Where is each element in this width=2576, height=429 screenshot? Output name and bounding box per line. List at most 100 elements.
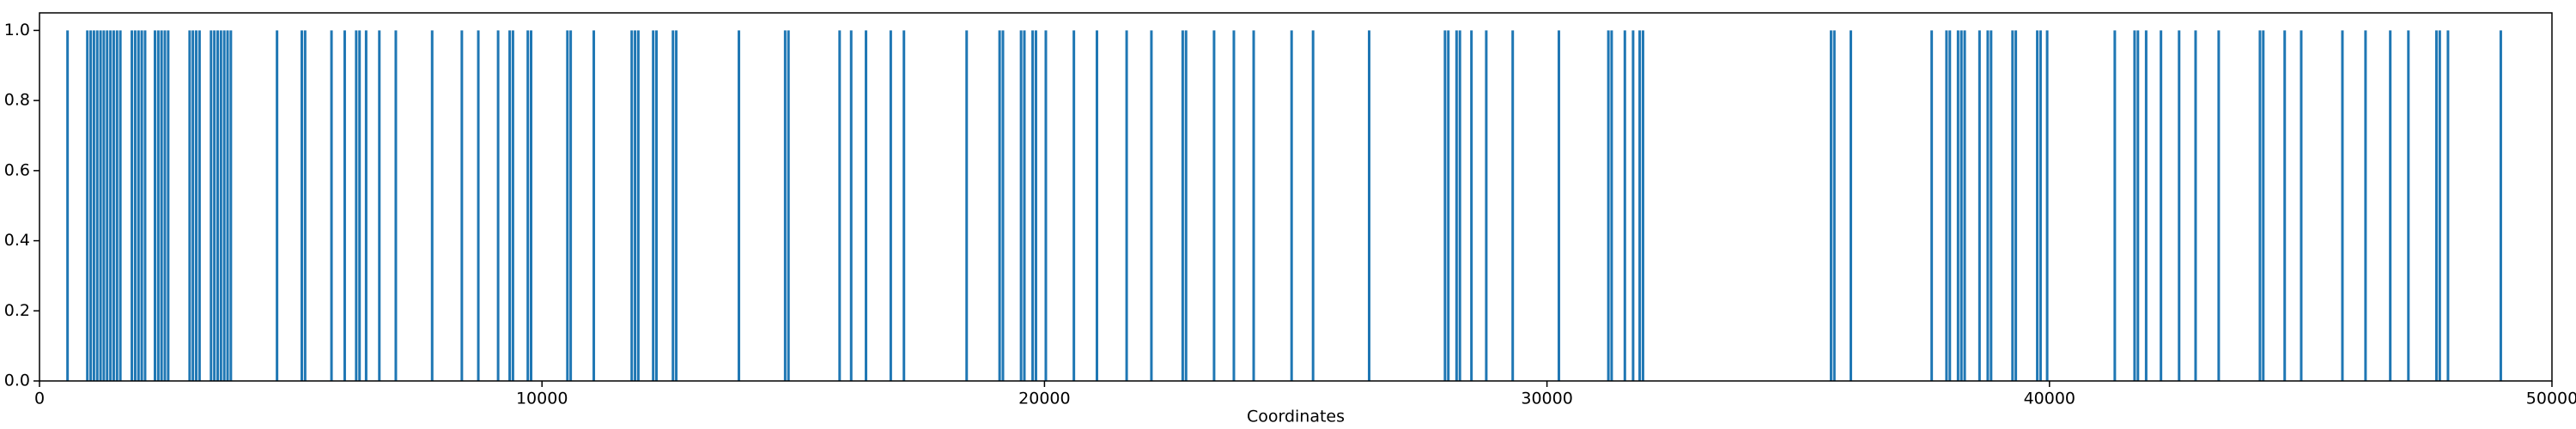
- bar: [671, 30, 675, 382]
- bar: [2014, 30, 2018, 382]
- bar: [89, 30, 93, 382]
- bar: [300, 30, 303, 382]
- bar: [636, 30, 640, 382]
- bar: [2036, 30, 2039, 382]
- bar: [358, 30, 361, 382]
- bar: [2144, 30, 2148, 382]
- bar: [675, 30, 678, 382]
- bar: [2434, 30, 2438, 382]
- bar: [1367, 30, 1370, 382]
- bar: [153, 30, 156, 382]
- bar: [1849, 30, 1852, 382]
- bar: [118, 30, 122, 382]
- bar: [1623, 30, 1626, 382]
- bar: [109, 30, 112, 382]
- bar: [1031, 30, 1035, 382]
- bar: [1511, 30, 1515, 382]
- bar: [1986, 30, 1990, 382]
- bar: [460, 30, 464, 382]
- plot-frame: [39, 12, 2553, 382]
- bar: [2407, 30, 2410, 382]
- bar: [1990, 30, 1993, 382]
- bar: [526, 30, 530, 382]
- bar: [143, 30, 147, 382]
- bar: [1034, 30, 1037, 382]
- bar: [2133, 30, 2136, 382]
- bar: [2438, 30, 2441, 382]
- bar: [210, 30, 213, 382]
- bar: [2194, 30, 2197, 382]
- bar: [477, 30, 480, 382]
- bar: [2389, 30, 2392, 382]
- bar: [219, 30, 222, 382]
- bar: [99, 30, 102, 382]
- bar: [1447, 30, 1450, 382]
- bar: [496, 30, 500, 382]
- bar: [102, 30, 106, 382]
- bar: [849, 30, 853, 382]
- bar: [738, 30, 741, 382]
- bar: [1610, 30, 1613, 382]
- bar: [1212, 30, 1216, 382]
- bar: [1829, 30, 1832, 382]
- bar: [115, 30, 118, 382]
- bar: [2446, 30, 2450, 382]
- bar: [1252, 30, 1255, 382]
- bar: [1638, 30, 1642, 382]
- bar: [394, 30, 398, 382]
- bar: [303, 30, 307, 382]
- bar: [1832, 30, 1836, 382]
- bar: [226, 30, 229, 382]
- bar: [276, 30, 279, 382]
- bar: [1019, 30, 1023, 382]
- bar: [140, 30, 143, 382]
- bar: [2178, 30, 2181, 382]
- bar: [1001, 30, 1005, 382]
- bar: [1184, 30, 1188, 382]
- bar: [998, 30, 1001, 382]
- bar: [1948, 30, 1952, 382]
- bar: [2113, 30, 2117, 382]
- bar: [95, 30, 99, 382]
- bar: [229, 30, 233, 382]
- bar: [1095, 30, 1098, 382]
- bar: [592, 30, 596, 382]
- bar: [1311, 30, 1315, 382]
- bar: [330, 30, 333, 382]
- bar: [378, 30, 381, 382]
- bar: [2136, 30, 2140, 382]
- bar: [2258, 30, 2262, 382]
- bar: [112, 30, 115, 382]
- bar: [1557, 30, 1560, 382]
- bar: [787, 30, 790, 382]
- bar: [838, 30, 841, 382]
- bar: [1181, 30, 1184, 382]
- bar: [1458, 30, 1461, 382]
- bar: [2300, 30, 2303, 382]
- bar: [1072, 30, 1076, 382]
- bar: [156, 30, 160, 382]
- bar: [66, 30, 70, 382]
- bar: [865, 30, 868, 382]
- bar: [137, 30, 140, 382]
- bar: [430, 30, 434, 382]
- bar: [167, 30, 170, 382]
- y-tick-label: 0.2: [4, 301, 30, 320]
- bar: [133, 30, 137, 382]
- y-tick-label: 0.6: [4, 160, 30, 179]
- y-tick-label: 0.4: [4, 231, 30, 250]
- bar: [222, 30, 226, 382]
- bar: [2045, 30, 2049, 382]
- bar: [511, 30, 514, 382]
- bar: [197, 30, 201, 382]
- x-tick-label: 20000: [1018, 390, 1070, 408]
- x-tick-label: 0: [34, 390, 45, 408]
- y-tick-label: 0.0: [4, 372, 30, 390]
- bar: [2499, 30, 2502, 382]
- x-axis-label: Coordinates: [1247, 408, 1345, 426]
- bar: [1125, 30, 1128, 382]
- x-tick-label: 10000: [516, 390, 568, 408]
- bar: [566, 30, 569, 382]
- bar: [343, 30, 346, 382]
